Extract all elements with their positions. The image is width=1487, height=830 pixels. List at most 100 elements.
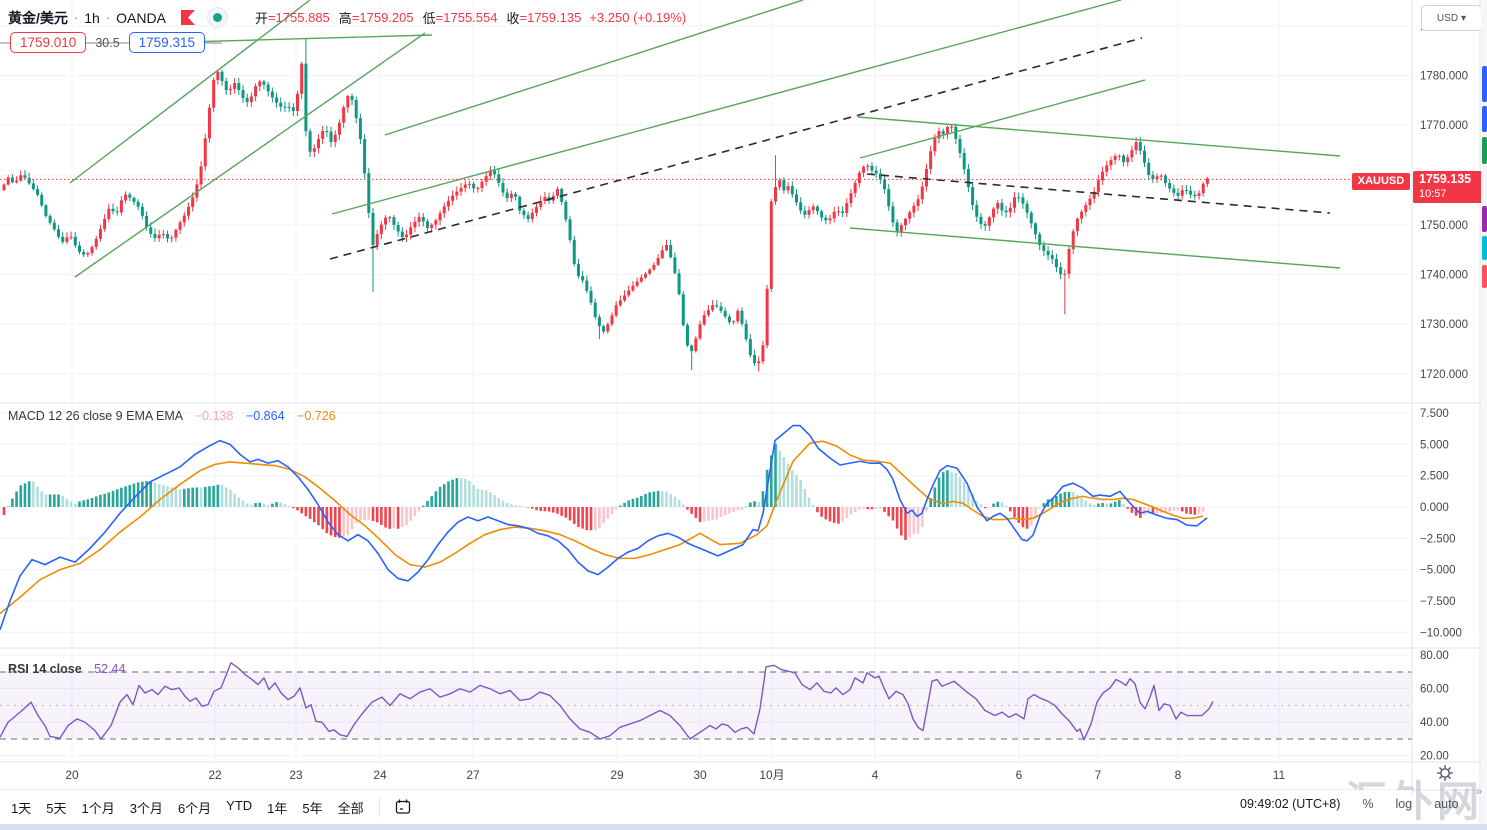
macd-signal-value: −0.726 bbox=[297, 409, 336, 423]
ohlc-close-label: 收 bbox=[506, 11, 520, 26]
macd-main-line bbox=[0, 424, 1208, 631]
candlestick-series[interactable] bbox=[2, 38, 1209, 372]
watchlist-flag[interactable] bbox=[1481, 206, 1487, 232]
log-scale-button[interactable]: log bbox=[1395, 797, 1413, 811]
symbol-title[interactable]: 黄金/美元 bbox=[8, 9, 68, 26]
trendlines[interactable] bbox=[69, 0, 1341, 278]
macd-axis-label: −10.000 bbox=[1420, 627, 1462, 639]
range-button[interactable]: YTD bbox=[226, 797, 253, 813]
auto-scale-button[interactable]: auto bbox=[1434, 797, 1459, 811]
go-to-date-icon[interactable] bbox=[394, 798, 412, 816]
price-axis[interactable]: 1790.0001780.0001770.0001750.0001740.000… bbox=[1420, 21, 1468, 763]
macd-axis-label: 2.500 bbox=[1420, 471, 1449, 483]
range-button[interactable]: 全部 bbox=[337, 800, 364, 816]
ohlc-high-label: 高 bbox=[338, 11, 352, 26]
chart-header: 黄金/美元 · 1h · OANDA 开 =1755.885 高 =1759.2… bbox=[8, 7, 686, 28]
ohlc-close-value: =1759.135 bbox=[519, 10, 582, 25]
macd-axis-label: 5.000 bbox=[1420, 439, 1449, 451]
watchlist-edge-strip[interactable] bbox=[1481, 0, 1487, 824]
quote-panel: 1759.010 30.5 1759.315 bbox=[0, 32, 205, 53]
range-button[interactable]: 6个月 bbox=[177, 800, 212, 816]
watchlist-flag[interactable] bbox=[1481, 106, 1487, 132]
ohlc-open-label: 开 bbox=[254, 11, 268, 26]
header-separator: · bbox=[105, 10, 111, 25]
price-axis-label: 1770.000 bbox=[1420, 120, 1468, 132]
time-axis-label: 11 bbox=[1273, 768, 1286, 782]
macd-title: MACD 12 26 close 9 EMA EMA bbox=[8, 409, 183, 423]
range-buttons: 1天 5天 1个月 3个月 6个月 YTD 1年 5年 全部 bbox=[0, 798, 364, 817]
percent-scale-button[interactable]: % bbox=[1362, 797, 1374, 811]
price-axis-label: 1720.000 bbox=[1420, 369, 1468, 381]
range-button[interactable]: 1个月 bbox=[81, 800, 115, 816]
change-value: +3.250 (+0.19%) bbox=[589, 10, 687, 25]
window-bottom-edge bbox=[0, 824, 1487, 830]
range-button[interactable]: 5年 bbox=[302, 800, 323, 816]
rsi-axis-label: 40.00 bbox=[1420, 717, 1449, 729]
macd-hist-value: −0.138 bbox=[194, 409, 234, 423]
time-axis-label: 27 bbox=[466, 768, 480, 782]
price-axis-label: 1740.000 bbox=[1420, 270, 1468, 282]
rsi-axis-label: 60.00 bbox=[1420, 684, 1449, 696]
range-button[interactable]: 3个月 bbox=[129, 800, 163, 816]
clock[interactable]: 09:49:02 (UTC+8) bbox=[1240, 797, 1341, 811]
time-axis-label: 29 bbox=[610, 768, 624, 782]
price-axis-label: 1780.000 bbox=[1420, 71, 1468, 83]
rsi-axis-label: 80.00 bbox=[1420, 650, 1449, 662]
rsi-line bbox=[0, 662, 1214, 741]
macd-legend[interactable]: MACD 12 26 close 9 EMA EMA −0.138 −0.864… bbox=[8, 409, 336, 423]
range-button[interactable]: 1年 bbox=[267, 800, 288, 816]
watchlist-flag[interactable] bbox=[1481, 236, 1487, 260]
time-axis-label: 10月 bbox=[759, 768, 784, 782]
time-axis[interactable]: 20 22 23 24 27 29 30 10月 4 6 7 8 11 bbox=[65, 768, 1285, 782]
price-axis-label: 1750.000 bbox=[1420, 220, 1468, 232]
status-row: 09:49:02 (UTC+8) % log auto bbox=[1240, 797, 1459, 811]
macd-signal-line bbox=[0, 440, 1204, 615]
range-button[interactable]: 1天 bbox=[11, 800, 32, 816]
price-axis-label: 1730.000 bbox=[1420, 319, 1468, 331]
time-axis-label: 30 bbox=[693, 768, 707, 782]
rsi-legend[interactable]: RSI 14 close 52.44 bbox=[8, 662, 125, 676]
macd-axis-label: −2.500 bbox=[1420, 533, 1456, 545]
expand-panel-icon[interactable]: » bbox=[1476, 786, 1483, 798]
macd-line-value: −0.864 bbox=[245, 409, 285, 423]
watchlist-flag[interactable] bbox=[1481, 66, 1487, 102]
last-price-value: 1759.135 bbox=[1419, 172, 1472, 186]
time-axis-label: 7 bbox=[1095, 768, 1102, 782]
range-toolbar: 1天 5天 1个月 3个月 6个月 YTD 1年 5年 全部 bbox=[0, 790, 1412, 824]
macd-axis-label: 7.500 bbox=[1420, 408, 1449, 420]
header-separator: · bbox=[73, 10, 79, 25]
symbol-price-tag: XAUUSD bbox=[1352, 173, 1410, 190]
ohlc-low-label: 低 bbox=[422, 11, 436, 26]
time-axis-label: 24 bbox=[373, 768, 387, 782]
time-axis-label: 6 bbox=[1016, 768, 1023, 782]
range-button[interactable]: 5天 bbox=[46, 800, 67, 816]
rsi-title: RSI 14 close bbox=[8, 662, 82, 676]
currency-dropdown[interactable]: USD ▾ bbox=[1421, 5, 1482, 31]
last-price-badge: 1759.135 10:57 bbox=[1413, 171, 1486, 203]
watchlist-flag[interactable] bbox=[1481, 137, 1487, 164]
watchlist-flag[interactable] bbox=[1481, 265, 1487, 288]
time-axis-label: 4 bbox=[872, 768, 879, 782]
time-axis-label: 8 bbox=[1175, 768, 1182, 782]
macd-axis-label: −5.000 bbox=[1420, 565, 1456, 577]
exchange-label: OANDA bbox=[116, 9, 166, 26]
currency-label: USD bbox=[1436, 12, 1459, 24]
market-status-icon bbox=[206, 7, 228, 28]
spread-value: 30.5 bbox=[95, 35, 120, 50]
macd-indicator[interactable] bbox=[0, 424, 1208, 631]
bar-countdown: 10:57 bbox=[1419, 188, 1447, 200]
grid bbox=[0, 0, 1412, 762]
time-axis-label: 23 bbox=[289, 768, 303, 782]
chevron-down-icon: ▾ bbox=[1461, 12, 1467, 24]
rsi-axis-label: 20.00 bbox=[1420, 751, 1449, 763]
macd-axis-label: −7.500 bbox=[1420, 596, 1456, 608]
toolbar-divider bbox=[378, 797, 380, 817]
buy-button[interactable]: 1759.315 bbox=[128, 32, 205, 53]
rsi-indicator[interactable] bbox=[0, 662, 1412, 741]
time-axis-label: 20 bbox=[65, 768, 79, 782]
axis-settings-gear-icon[interactable] bbox=[1436, 764, 1454, 782]
sell-button[interactable]: 1759.010 bbox=[10, 32, 87, 53]
interval-label[interactable]: 1h bbox=[84, 9, 100, 26]
